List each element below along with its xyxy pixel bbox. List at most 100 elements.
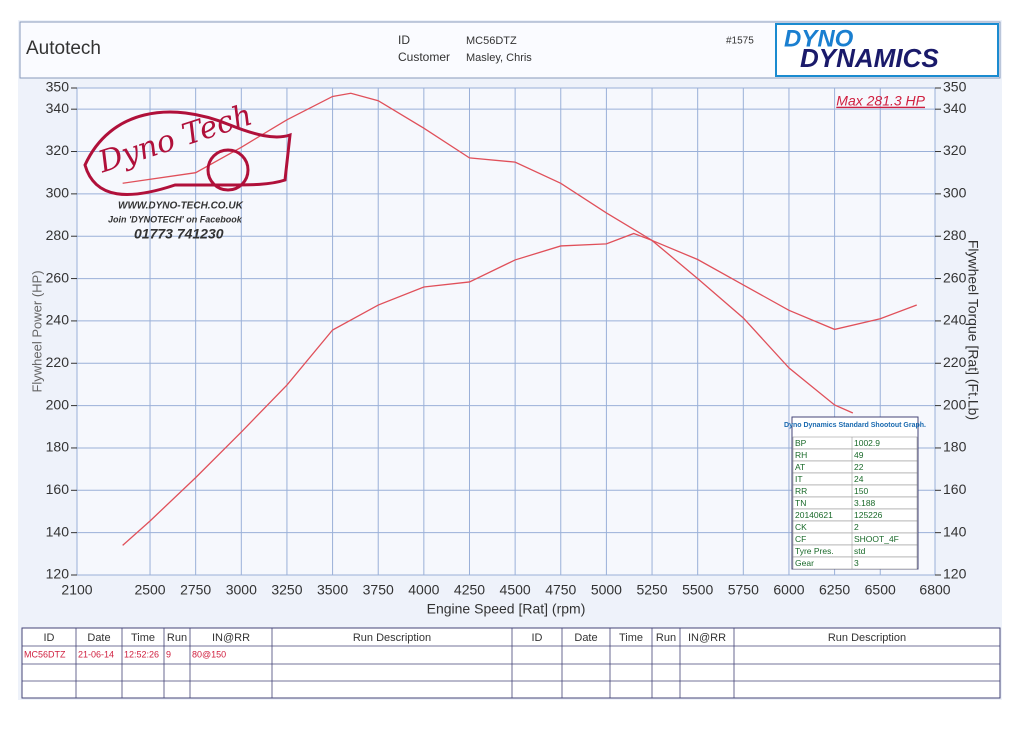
run-header: Run Description [828,632,906,644]
x-tick-label: 2500 [134,582,165,598]
param-table: Dyno Dynamics Standard Shootout Graph. B… [784,416,926,570]
x-tick-label: 3750 [363,582,394,598]
run-cell: 12:52:26 [124,649,159,659]
y-tick-label: 300 [46,185,70,201]
run-table: ID Date Time Run IN@RR Run Description ID Date T… [21,627,1001,699]
y2-tick-label: 260 [943,269,967,285]
x-tick-label: 6500 [865,582,896,598]
annotation: Max 281.3 HP [836,93,925,109]
customer-value: Masley, Chris [466,52,532,64]
param-key: BP [795,438,807,448]
x-tick-label: 3250 [271,582,302,598]
x-tick-label: 3000 [226,582,257,598]
y-axis-label: Flywheel Power (HP) [29,270,44,392]
y-tick-label: 260 [46,269,70,285]
param-key: Gear [795,558,814,568]
y-tick-label: 140 [46,523,70,539]
param-key: 20140621 [795,510,833,520]
run-cell: MC56DTZ [24,649,66,659]
param-key: TN [795,498,806,508]
x-tick-label: 2100 [61,582,92,598]
logo-facebook: Join 'DYNOTECH' on Facebook [108,214,243,224]
y2-tick-label: 140 [943,523,967,539]
run-cell: 80@150 [192,649,226,659]
x-tick-label: 4000 [408,582,439,598]
x-tick-label: 5250 [636,582,667,598]
param-value: 150 [854,486,868,496]
y-tick-label: 340 [46,100,70,116]
x-tick-label: 2750 [180,582,211,598]
run-header: ID [532,632,543,644]
y2-tick-label: 200 [943,396,967,412]
y2-tick-label: 180 [943,439,967,455]
logo-phone: 01773 741230 [134,226,224,242]
run-header: Run Description [353,632,431,644]
param-value: 24 [854,474,864,484]
y2-tick-label: 240 [943,312,967,328]
x-axis-label: Engine Speed [Rat] (rpm) [427,601,586,617]
param-value: std [854,546,866,556]
x-tick-label: 4250 [454,582,485,598]
curve [122,92,917,331]
param-value: 3 [854,558,859,568]
y2-tick-label: 280 [943,227,967,243]
run-cell: 21-06-14 [78,649,114,659]
company: Autotech [26,38,101,59]
param-key: IT [795,474,803,484]
run-header: Time [131,632,155,644]
run-header: ID [44,632,55,644]
x-tick-label: 3500 [317,582,348,598]
logo-wheel [206,148,250,192]
y-tick-label: 220 [46,354,70,370]
x-tick-label: 6800 [919,582,950,598]
param-title: Dyno Dynamics Standard Shootout Graph. [784,422,926,429]
y2-tick-label: 120 [943,566,967,582]
y2-tick-label: 160 [943,481,967,497]
y-tick-label: 180 [46,439,70,455]
param-key: AT [795,462,805,472]
logo-website: WWW.DYNO-TECH.CO.UK [118,201,244,212]
y2-tick-label: 320 [943,142,967,158]
run-cell: 9 [166,649,171,659]
y2-tick-label: 350 [943,79,967,95]
param-value: 22 [854,462,864,472]
run-header: IN@RR [688,632,726,644]
y-tick-label: 120 [46,566,70,582]
y-tick-label: 280 [46,227,70,243]
brand-line1: DYNO [784,25,854,52]
param-key: Tyre Pres. [795,546,834,556]
curve [122,232,854,546]
param-value: 125226 [854,510,883,520]
brand-box [775,23,999,77]
id-value: MC56DTZ [466,35,517,47]
y2-axis-label: Flywheel Torque [Rat] (Ft.Lb) [965,240,981,420]
run-header: Date [87,632,110,644]
y-tick-label: 240 [46,312,70,328]
run-header: Run [167,632,187,644]
x-tick-label: 6000 [773,582,804,598]
x-tick-label: 5750 [728,582,759,598]
run-header: IN@RR [212,632,250,644]
y2-tick-label: 300 [943,185,967,201]
param-value: 49 [854,450,864,460]
run-header: Time [619,632,643,644]
param-value: 3.188 [854,498,876,508]
y-tick-label: 200 [46,396,70,412]
param-key: CF [795,534,806,544]
run-header: Run [656,632,676,644]
plot-layer: 2100 2500 2750 3000 3250 3500 3750 4000 4250 4500… [29,79,981,617]
run-table-box [21,627,1001,699]
x-tick-label: 5500 [682,582,713,598]
y-tick-label: 320 [46,142,70,158]
x-tick-label: 6250 [819,582,850,598]
param-value: 1002.9 [854,438,880,448]
x-tick-label: 4750 [545,582,576,598]
param-value: SHOOT_4F [854,534,899,544]
y2-tick-label: 220 [943,354,967,370]
y-tick-label: 160 [46,481,70,497]
y2-tick-label: 340 [943,100,967,116]
param-key: CK [795,522,807,532]
x-tick-label: 4500 [500,582,531,598]
